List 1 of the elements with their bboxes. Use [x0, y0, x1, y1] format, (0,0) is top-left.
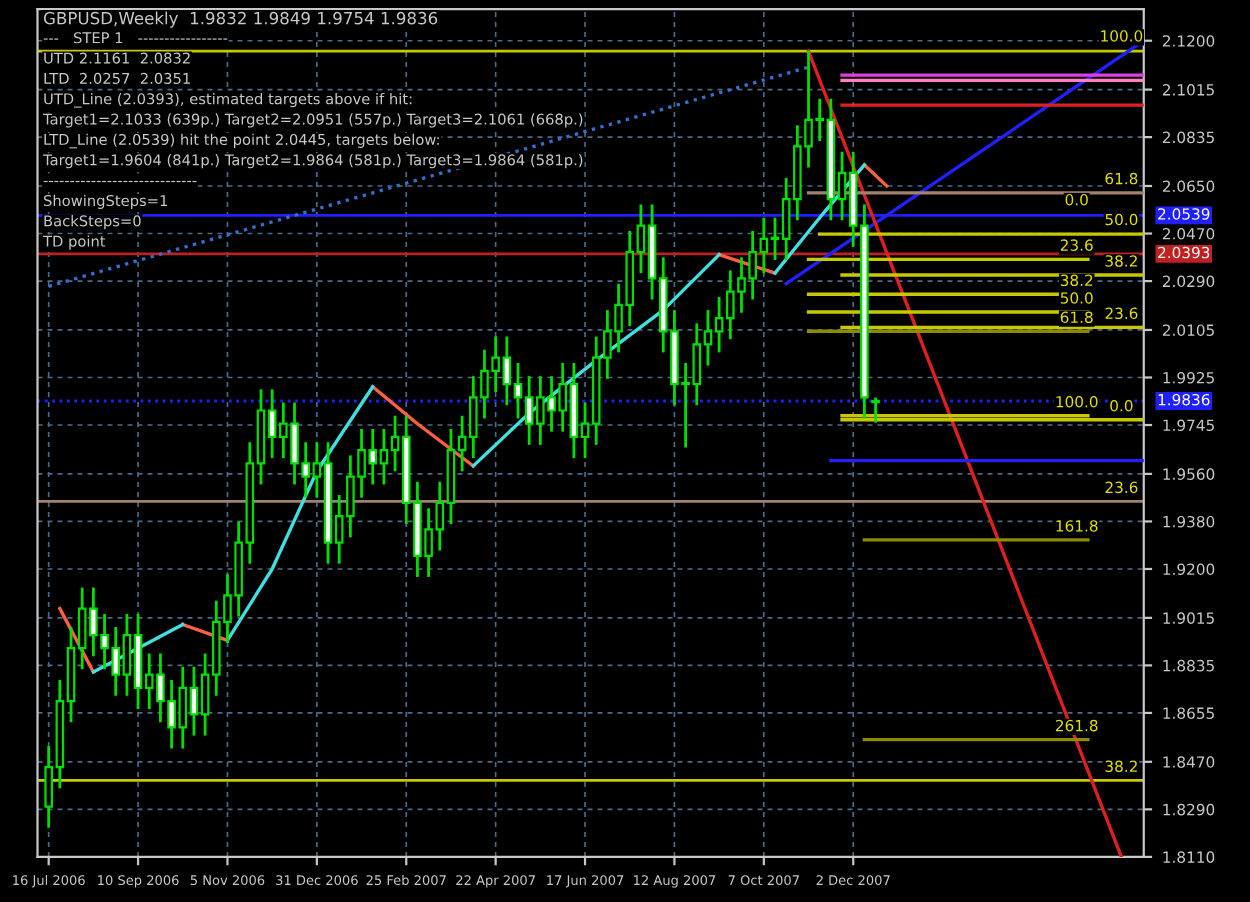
chart-title: GBPUSD,Weekly 1.9832 1.9849 1.9754 1.9836 — [43, 11, 438, 28]
